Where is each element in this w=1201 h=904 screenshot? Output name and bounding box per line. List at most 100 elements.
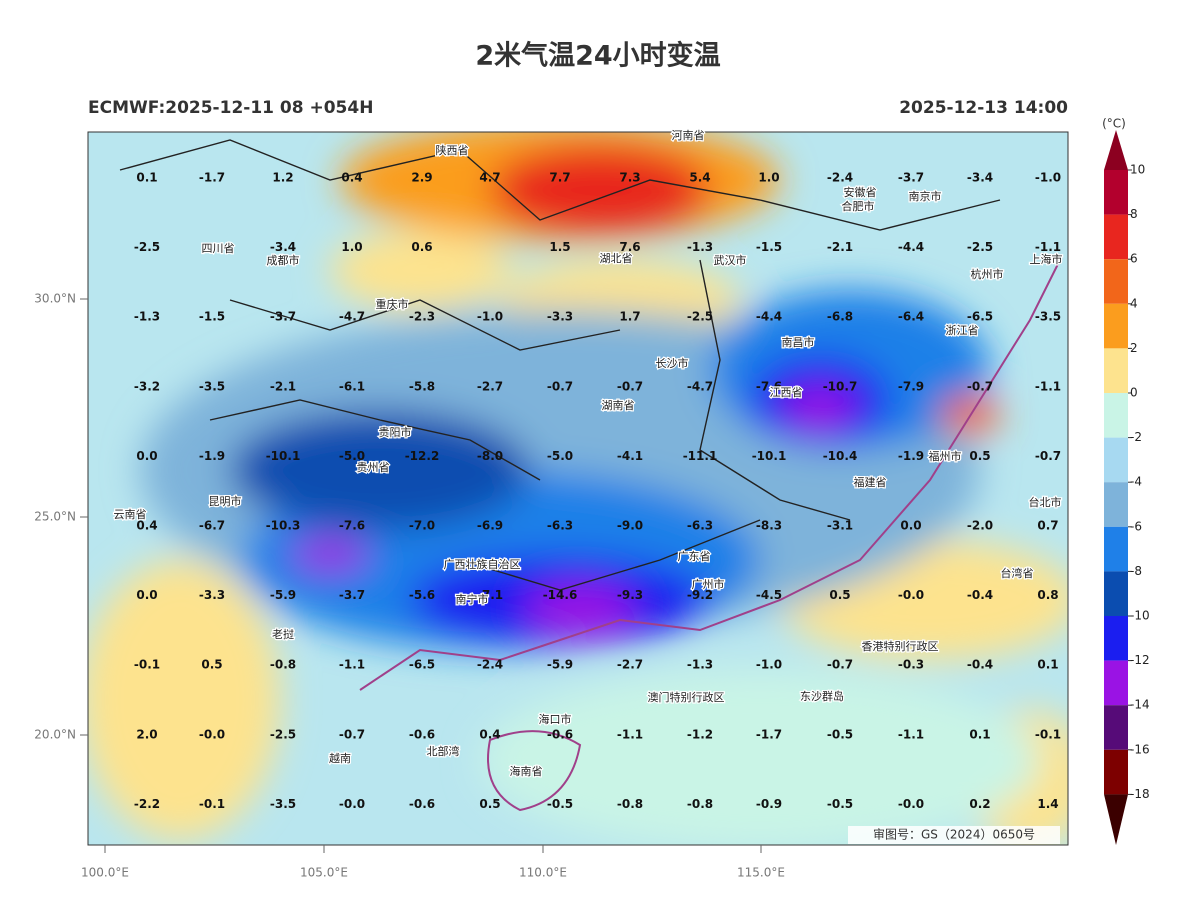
grid-value: 0.0 bbox=[136, 588, 157, 602]
place-label: 浙江省 bbox=[946, 324, 979, 337]
lat-label: 25.0°N bbox=[34, 510, 76, 524]
place-label: 武汉市 bbox=[714, 253, 747, 267]
grid-value: -0.7 bbox=[547, 379, 573, 393]
colorbar-over bbox=[1104, 130, 1128, 170]
colorbar-label: 4 bbox=[1130, 296, 1138, 310]
grid-value: -2.4 bbox=[827, 171, 853, 185]
grid-value: -3.7 bbox=[270, 310, 296, 324]
grid-value: -6.5 bbox=[409, 658, 435, 672]
grid-value: -0.1 bbox=[199, 797, 225, 811]
grid-value: -8.0 bbox=[477, 449, 503, 463]
grid-value: -0.5 bbox=[827, 797, 853, 811]
grid-value: -2.4 bbox=[477, 658, 503, 672]
watermark: 审图号：GS（2024）0650号 bbox=[873, 827, 1035, 842]
grid-value: -7.0 bbox=[409, 519, 435, 533]
grid-value: -1.0 bbox=[477, 310, 503, 324]
place-label: 越南 bbox=[329, 751, 351, 765]
grid-value: -0.0 bbox=[199, 727, 225, 741]
grid-value: -9.0 bbox=[617, 519, 643, 533]
grid-value: -8.3 bbox=[756, 519, 782, 533]
grid-value: -2.0 bbox=[967, 519, 993, 533]
grid-value: -2.3 bbox=[409, 310, 435, 324]
colorbar-band bbox=[1104, 616, 1128, 661]
grid-value: -5.9 bbox=[547, 658, 573, 672]
colorbar-label: 6 bbox=[1130, 252, 1138, 266]
colorbar-under bbox=[1104, 794, 1128, 845]
grid-value: -1.3 bbox=[687, 240, 713, 254]
grid-value: 0.4 bbox=[136, 519, 157, 533]
place-label: 成都市 bbox=[267, 253, 300, 267]
place-label: 贵阳市 bbox=[379, 425, 412, 439]
place-label: 澳门特别行政区 bbox=[648, 690, 725, 704]
grid-value: -3.2 bbox=[134, 379, 160, 393]
grid-value: -7.1 bbox=[477, 588, 503, 602]
title: 2米气温24小时变温 bbox=[475, 40, 720, 72]
grid-value: 7.3 bbox=[619, 171, 640, 185]
grid-value: -0.7 bbox=[967, 379, 993, 393]
lat-label: 30.0°N bbox=[34, 292, 76, 306]
grid-value: -1.0 bbox=[756, 658, 782, 672]
grid-value: -11.1 bbox=[683, 449, 718, 463]
colorbar-label: -18 bbox=[1130, 787, 1150, 801]
grid-value: -0.3 bbox=[898, 658, 924, 672]
grid-value: 0.1 bbox=[1037, 658, 1058, 672]
colorbar-band bbox=[1104, 482, 1128, 527]
grid-value: -4.4 bbox=[756, 310, 782, 324]
place-label: 广州市 bbox=[692, 577, 725, 591]
grid-value: -2.2 bbox=[134, 797, 160, 811]
grid-value: -1.3 bbox=[687, 658, 713, 672]
grid-value: -5.0 bbox=[339, 449, 365, 463]
grid-value: 0.5 bbox=[829, 588, 850, 602]
place-label: 长沙市 bbox=[656, 356, 689, 370]
grid-value: -0.6 bbox=[409, 727, 435, 741]
grid-value: -6.5 bbox=[967, 310, 993, 324]
grid-value: -1.1 bbox=[1035, 379, 1061, 393]
grid-value: -0.8 bbox=[617, 797, 643, 811]
colorbar-label: -12 bbox=[1130, 653, 1150, 667]
place-label: 湖北省 bbox=[600, 252, 633, 265]
grid-value: -6.4 bbox=[898, 310, 924, 324]
place-label: 杭州市 bbox=[971, 267, 1004, 281]
grid-value: -3.5 bbox=[199, 379, 225, 393]
place-label: 上海市 bbox=[1030, 252, 1063, 266]
grid-value: -1.7 bbox=[756, 727, 782, 741]
grid-value: 1.0 bbox=[341, 240, 362, 254]
grid-value: -0.6 bbox=[547, 727, 573, 741]
place-label: 陕西省 bbox=[436, 143, 469, 157]
grid-value: -6.1 bbox=[339, 379, 365, 393]
grid-value: 1.2 bbox=[272, 171, 293, 185]
grid-value: -7.9 bbox=[898, 379, 924, 393]
grid-value: -0.4 bbox=[967, 588, 993, 602]
colorbar-band bbox=[1104, 571, 1128, 616]
colorbar-label: -14 bbox=[1130, 698, 1150, 712]
grid-value: -0.4 bbox=[967, 658, 993, 672]
grid-value: 0.7 bbox=[1037, 519, 1058, 533]
place-label: 河南省 bbox=[672, 129, 705, 142]
grid-value: -3.7 bbox=[339, 588, 365, 602]
lon-label: 100.0°E bbox=[81, 866, 129, 880]
grid-value: -2.1 bbox=[270, 379, 296, 393]
colorbar-band bbox=[1104, 526, 1128, 572]
colorbar-band bbox=[1104, 348, 1128, 393]
grid-value: -1.5 bbox=[199, 310, 225, 324]
grid-value: -1.2 bbox=[687, 727, 713, 741]
grid-value: 4.7 bbox=[479, 171, 500, 185]
place-label: 香港特别行政区 bbox=[862, 639, 939, 653]
grid-value: 2.9 bbox=[411, 171, 432, 185]
boundaries bbox=[119, 139, 1001, 591]
grid-value: -0.1 bbox=[134, 658, 160, 672]
place-label: 福建省 bbox=[854, 475, 887, 489]
grid-value: -6.8 bbox=[827, 310, 853, 324]
grid-value: 1.5 bbox=[549, 240, 570, 254]
grid-value: -1.5 bbox=[756, 240, 782, 254]
colorbar-band bbox=[1104, 170, 1128, 215]
grid-value: -6.3 bbox=[687, 519, 713, 533]
colorbar-label: -2 bbox=[1130, 430, 1142, 444]
grid-value: -0.5 bbox=[827, 727, 853, 741]
place-label: 贵州省 bbox=[357, 461, 390, 474]
grid-value: -5.8 bbox=[409, 379, 435, 393]
grid-value: -6.7 bbox=[199, 519, 225, 533]
grid-value: -0.7 bbox=[827, 658, 853, 672]
grid-value: 0.2 bbox=[969, 797, 990, 811]
grid-value: -10.3 bbox=[266, 519, 301, 533]
